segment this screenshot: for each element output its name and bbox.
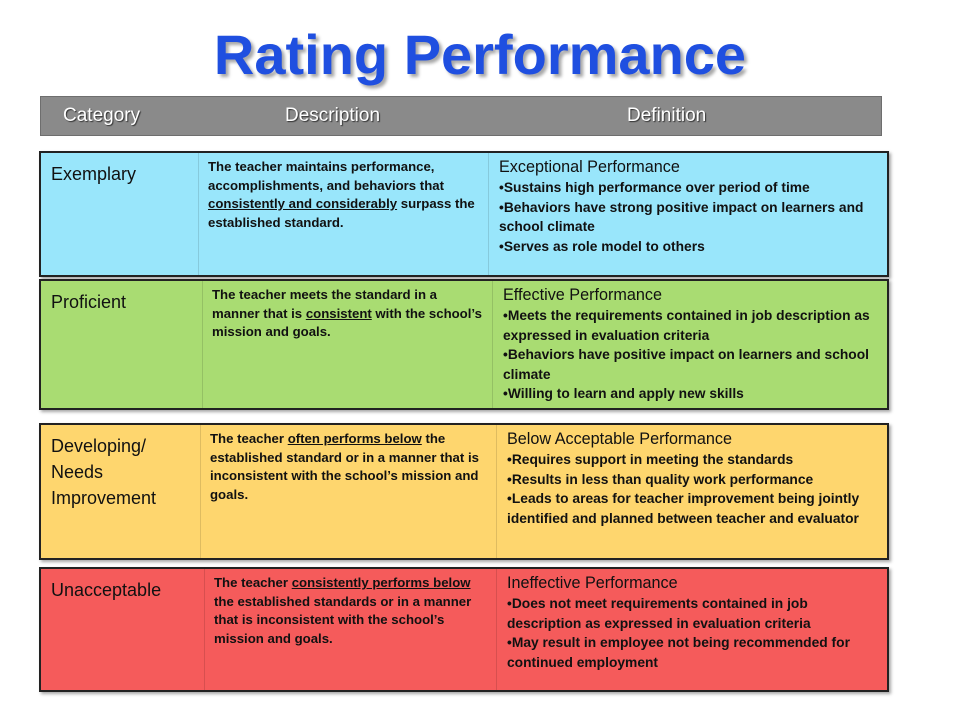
description-emphasis: consistently performs below: [291, 575, 471, 590]
rating-row-developing: Developing/ Needs Improvement The teache…: [39, 423, 889, 560]
category-cell: Developing/ Needs Improvement: [41, 425, 201, 558]
category-cell: Exemplary: [41, 153, 199, 275]
description-emphasis: consistently and considerably: [208, 196, 398, 211]
definition-bullet: Requires support in meeting the standard…: [507, 450, 881, 470]
definition-heading: Below Acceptable Performance: [507, 430, 732, 448]
definition-cell: Below Acceptable Performance Requires su…: [497, 425, 887, 558]
definition-bullets: Sustains high performance over period of…: [489, 178, 887, 256]
definition-bullet: Behaviors have strong positive impact on…: [499, 198, 881, 237]
header-definition: Definition: [627, 105, 707, 126]
rating-row-proficient: Proficient The teacher meets the standar…: [39, 279, 889, 410]
header-description: Description: [285, 105, 381, 126]
category-label: Developing/ Needs Improvement: [51, 436, 157, 508]
description-emphasis: consistent: [305, 305, 372, 321]
description-text: The teacher maintains performance, accom…: [208, 159, 475, 230]
definition-bullets: Requires support in meeting the standard…: [497, 450, 887, 528]
rating-row-unacceptable: Unacceptable The teacher consistently pe…: [39, 567, 889, 692]
header-category: Category: [63, 105, 141, 126]
definition-bullet: Behaviors have positive impact on learne…: [503, 345, 881, 384]
rating-row-exemplary: Exemplary The teacher maintains performa…: [39, 151, 889, 277]
description-cell: The teacher often performs below the est…: [201, 425, 497, 558]
page-title: Rating Performance: [213, 23, 747, 86]
definition-bullet: Serves as role model to others: [499, 237, 881, 257]
category-label: Exemplary: [51, 164, 137, 184]
description-cell: The teacher meets the standard in a mann…: [203, 281, 493, 408]
definition-bullet: Does not meet requirements contained in …: [507, 594, 881, 633]
description-cell: The teacher maintains performance, accom…: [199, 153, 489, 275]
definition-heading: Ineffective Performance: [507, 574, 678, 592]
description-cell: The teacher consistently performs below …: [205, 569, 497, 690]
definition-bullet: May result in employee not being recomme…: [507, 633, 881, 672]
definition-bullets: Meets the requirements contained in job …: [493, 306, 887, 404]
category-cell: Unacceptable: [41, 569, 205, 690]
category-cell: Proficient: [41, 281, 203, 408]
category-label: Proficient: [51, 292, 127, 312]
definition-bullet: Leads to areas for teacher improvement b…: [507, 489, 881, 528]
definition-cell: Exceptional Performance Sustains high pe…: [489, 153, 887, 275]
definition-bullet: Meets the requirements contained in job …: [503, 306, 881, 345]
description-text: The teacher meets the standard in a mann…: [212, 287, 482, 339]
definition-bullet: Results in less than quality work perfor…: [507, 470, 881, 490]
description-text: The teacher often performs below the est…: [210, 431, 479, 502]
description-text: The teacher consistently performs below …: [214, 575, 472, 646]
definition-bullets: Does not meet requirements contained in …: [497, 594, 887, 672]
table-header: Category Description Definition: [40, 96, 882, 136]
definition-heading: Exceptional Performance: [499, 158, 680, 176]
description-emphasis: often performs below: [287, 431, 422, 446]
definition-bullet: Sustains high performance over period of…: [499, 178, 881, 198]
category-label: Unacceptable: [51, 580, 162, 600]
definition-cell: Effective Performance Meets the requirem…: [493, 281, 887, 408]
definition-cell: Ineffective Performance Does not meet re…: [497, 569, 887, 690]
definition-heading: Effective Performance: [503, 286, 662, 304]
definition-bullet: Willing to learn and apply new skills: [503, 384, 881, 404]
